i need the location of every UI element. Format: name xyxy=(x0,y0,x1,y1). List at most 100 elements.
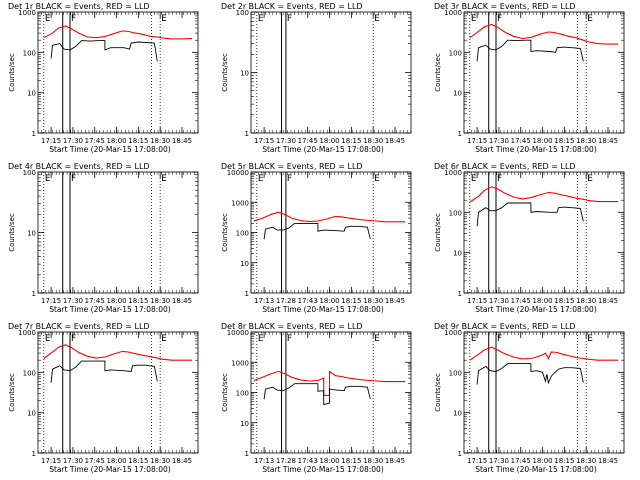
y-axis-label: Counts/sec xyxy=(434,373,442,412)
x-tick-label: 18:15 xyxy=(554,457,574,465)
y-tick-label: 10 xyxy=(240,420,249,428)
detector-panel: Det 4r BLACK = Events, RED = LLD 1 10 100 17… xyxy=(8,162,199,314)
y-tick-label: 1000 xyxy=(231,199,249,207)
x-axis-label: Start Time (20-Mar-15 17:08:00) xyxy=(49,145,171,154)
x-axis-label: Start Time (20-Mar-15 17:08:00) xyxy=(475,145,597,154)
detector-panel: Det 5r BLACK = Events, RED = LLD 1 10 100 10… xyxy=(221,162,412,314)
events-series-line xyxy=(263,222,371,240)
time-marker-label: E xyxy=(374,334,380,344)
x-tick-label: 18:30 xyxy=(363,297,383,305)
x-tick-label: 17:43 xyxy=(298,297,318,305)
x-tick-label: 18:30 xyxy=(363,137,383,145)
time-marker-label: E xyxy=(45,174,51,184)
y-tick-label: 10 xyxy=(453,250,462,258)
y-axis-label: Counts/sec xyxy=(221,53,229,92)
y-tick-label: 1 xyxy=(458,290,462,298)
y-tick-label: 100 xyxy=(449,369,462,377)
y-tick-label: 10 xyxy=(27,230,36,238)
x-tick-label: 17:45 xyxy=(85,137,105,145)
y-tick-label: 1 xyxy=(245,450,249,458)
y-tick-label: 10000 xyxy=(227,169,249,177)
y-tick-label: 100 xyxy=(236,9,249,17)
x-tick-label: 17:15 xyxy=(41,457,61,465)
panel-title: Det 3r BLACK = Events, RED = LLD xyxy=(434,2,576,11)
x-tick-label: 17:30 xyxy=(63,137,83,145)
y-tick-label: 1 xyxy=(32,130,36,138)
x-tick-label: 18:15 xyxy=(341,137,361,145)
x-axis-label: Start Time (20-Mar-15 17:08:00) xyxy=(262,145,384,154)
time-marker-label: E xyxy=(258,334,264,344)
time-marker-label: E xyxy=(45,14,51,24)
time-marker-label: E xyxy=(161,14,167,24)
y-tick-label: 100 xyxy=(236,390,249,398)
y-tick-label: 10 xyxy=(27,90,36,98)
time-marker-label: E xyxy=(471,334,477,344)
y-tick-label: 100 xyxy=(23,169,36,177)
x-tick-label: 17:45 xyxy=(85,457,105,465)
y-tick-label: 1000 xyxy=(18,329,36,337)
detector-panel: Det 9r BLACK = Events, RED = LLD 1 10 100 10… xyxy=(434,322,625,474)
x-tick-label: 18:15 xyxy=(128,297,148,305)
x-tick-label: 18:15 xyxy=(554,137,574,145)
x-tick-label: 18:00 xyxy=(532,137,552,145)
y-tick-label: 1 xyxy=(245,130,249,138)
y-tick-label: 100 xyxy=(236,230,249,238)
x-tick-label: 18:00 xyxy=(532,457,552,465)
time-marker-label: F xyxy=(71,14,76,24)
events-series-line xyxy=(476,363,584,385)
x-tick-label: 18:30 xyxy=(363,457,383,465)
x-tick-label: 18:45 xyxy=(172,137,192,145)
x-tick-label: 18:45 xyxy=(598,457,618,465)
time-marker-label: E xyxy=(471,174,477,184)
y-axis-label: Counts/sec xyxy=(8,53,16,92)
panel-title: Det 8r BLACK = Events, RED = LLD xyxy=(221,322,363,331)
time-marker-label: F xyxy=(287,14,292,24)
x-tick-label: 18:15 xyxy=(341,297,361,305)
y-axis-label: Counts/sec xyxy=(8,213,16,252)
detector-panel: Det 1r BLACK = Events, RED = LLD 1 10 100 10… xyxy=(8,2,199,154)
x-tick-label: 18:15 xyxy=(554,297,574,305)
lld-series-line xyxy=(469,23,619,45)
x-tick-label: 17:15 xyxy=(467,297,487,305)
plot-frame xyxy=(463,11,625,134)
x-tick-label: 17:30 xyxy=(489,297,509,305)
y-tick-label: 10 xyxy=(240,70,249,78)
x-tick-label: 18:30 xyxy=(576,297,596,305)
x-tick-label: 18:45 xyxy=(598,297,618,305)
panel-title: Det 1r BLACK = Events, RED = LLD xyxy=(8,2,150,11)
x-tick-label: 17:45 xyxy=(511,457,531,465)
detector-panel: Det 6r BLACK = Events, RED = LLD 1 10 100 10… xyxy=(434,162,625,314)
plot-frame xyxy=(463,331,625,454)
time-marker-label: F xyxy=(497,334,502,344)
panel-title: Det 2r BLACK = Events, RED = LLD xyxy=(221,2,363,11)
time-marker-label: F xyxy=(497,174,502,184)
x-tick-label: 17:15 xyxy=(41,137,61,145)
x-tick-label: 17:45 xyxy=(298,137,318,145)
x-tick-label: 17:43 xyxy=(298,457,318,465)
x-tick-label: 18:45 xyxy=(385,137,405,145)
y-tick-label: 1000 xyxy=(231,359,249,367)
x-tick-label: 17:15 xyxy=(467,457,487,465)
plot-frame xyxy=(463,171,625,294)
y-axis-label: Counts/sec xyxy=(434,213,442,252)
x-tick-label: 18:45 xyxy=(385,297,405,305)
x-tick-label: 17:30 xyxy=(489,137,509,145)
time-marker-label: E xyxy=(161,334,167,344)
x-tick-label: 17:30 xyxy=(276,137,296,145)
time-marker-label: F xyxy=(287,334,292,344)
x-axis-label: Start Time (20-Mar-15 17:08:00) xyxy=(49,305,171,314)
x-tick-label: 18:30 xyxy=(150,297,170,305)
x-tick-label: 17:30 xyxy=(63,457,83,465)
y-tick-label: 10 xyxy=(453,90,462,98)
x-tick-label: 17:28 xyxy=(276,297,296,305)
x-tick-label: 18:30 xyxy=(576,137,596,145)
x-tick-label: 17:30 xyxy=(63,297,83,305)
y-tick-label: 10000 xyxy=(227,329,249,337)
plot-frame xyxy=(37,11,199,134)
x-tick-label: 18:30 xyxy=(150,137,170,145)
time-marker-label: F xyxy=(71,334,76,344)
plot-frame xyxy=(37,331,199,454)
y-axis-label: Counts/sec xyxy=(221,213,229,252)
x-tick-label: 17:13 xyxy=(254,457,274,465)
